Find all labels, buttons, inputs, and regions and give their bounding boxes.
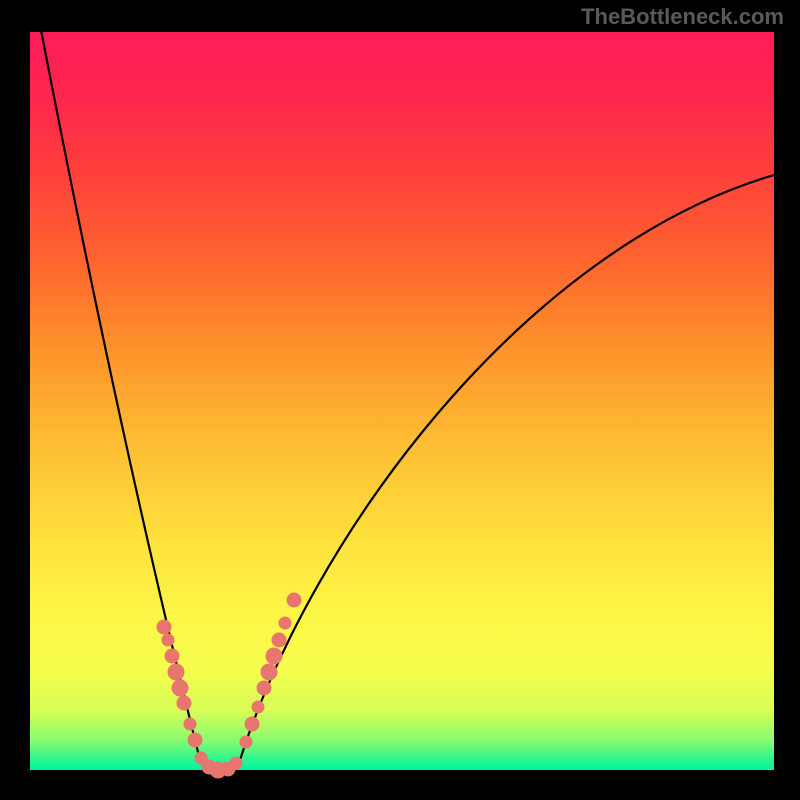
data-point [261,664,277,680]
data-point [165,649,179,663]
data-point [240,736,252,748]
data-point [168,664,184,680]
bottleneck-chart-container: TheBottleneck.com [0,0,800,800]
watermark-text: TheBottleneck.com [581,4,784,30]
data-point [257,681,271,695]
data-point [162,634,174,646]
bottleneck-chart [0,0,800,800]
data-point [279,617,291,629]
data-point [188,733,202,747]
data-point [245,717,259,731]
data-point [172,680,188,696]
data-point [252,701,264,713]
data-point [287,593,301,607]
data-point [272,633,286,647]
data-point [157,620,171,634]
chart-plot-area [30,32,774,770]
data-point [184,718,196,730]
data-point [266,648,282,664]
data-point [230,757,242,769]
data-point [177,696,191,710]
